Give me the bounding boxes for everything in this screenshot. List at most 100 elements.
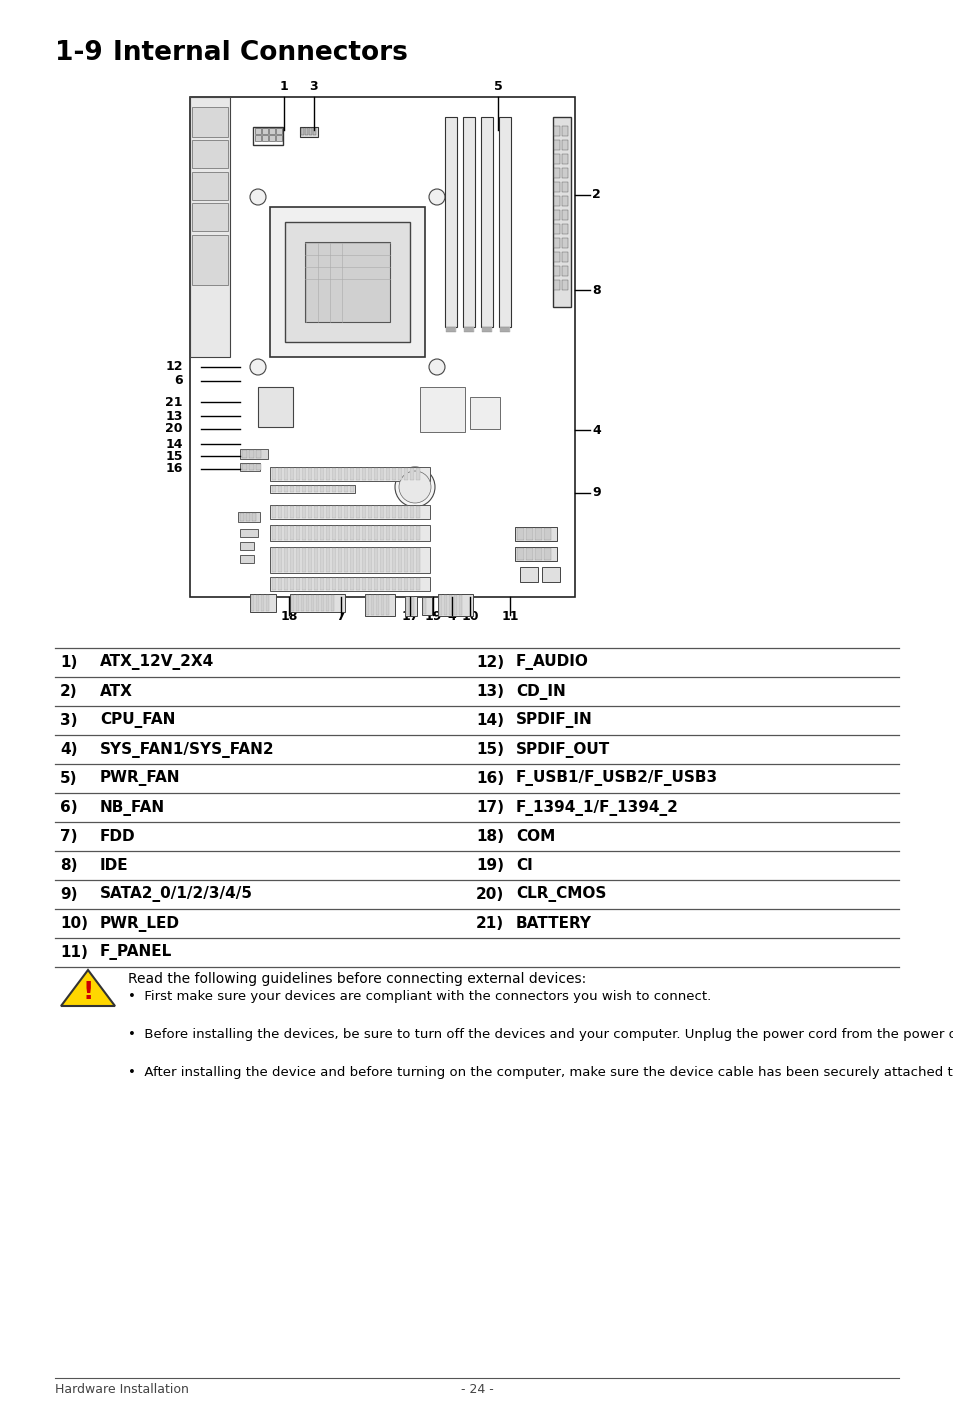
Bar bbox=[361, 579, 366, 590]
Bar bbox=[306, 596, 309, 611]
Bar bbox=[314, 547, 317, 571]
Bar bbox=[561, 167, 567, 179]
Bar bbox=[554, 126, 559, 136]
Bar bbox=[416, 547, 419, 571]
Bar bbox=[192, 172, 228, 200]
Bar bbox=[361, 468, 366, 481]
Bar bbox=[410, 579, 414, 590]
Text: 1: 1 bbox=[279, 79, 288, 94]
Bar bbox=[242, 450, 247, 458]
Text: •  Before installing the devices, be sure to turn off the devices and your compu: • Before installing the devices, be sure… bbox=[128, 1028, 953, 1041]
Text: 6): 6) bbox=[60, 800, 77, 815]
Bar bbox=[290, 506, 294, 518]
Bar bbox=[295, 547, 299, 571]
Text: 11): 11) bbox=[60, 944, 88, 960]
Bar bbox=[410, 506, 414, 518]
Text: 1-9: 1-9 bbox=[55, 40, 103, 67]
Text: ATX: ATX bbox=[100, 683, 132, 699]
Bar bbox=[192, 235, 228, 285]
Bar bbox=[308, 579, 312, 590]
Bar bbox=[561, 140, 567, 150]
Bar bbox=[326, 579, 330, 590]
Bar bbox=[299, 128, 317, 138]
Bar bbox=[308, 468, 312, 481]
Bar bbox=[290, 579, 294, 590]
Bar bbox=[308, 486, 312, 492]
Bar bbox=[379, 506, 384, 518]
Bar bbox=[290, 468, 294, 481]
Bar bbox=[561, 279, 567, 291]
Bar bbox=[379, 468, 384, 481]
Text: 17): 17) bbox=[476, 800, 503, 815]
Text: 4): 4) bbox=[60, 742, 77, 757]
Bar bbox=[454, 596, 456, 615]
Bar bbox=[410, 526, 414, 540]
Bar bbox=[403, 526, 408, 540]
Bar bbox=[561, 210, 567, 220]
Text: SATA2_0/1/2/3/4/5: SATA2_0/1/2/3/4/5 bbox=[100, 886, 253, 902]
Text: 2: 2 bbox=[592, 189, 600, 201]
Bar bbox=[290, 594, 345, 613]
Bar bbox=[368, 468, 372, 481]
Text: 12): 12) bbox=[476, 655, 503, 669]
Bar bbox=[344, 579, 348, 590]
Text: Internal Connectors: Internal Connectors bbox=[112, 40, 408, 67]
Bar bbox=[302, 526, 306, 540]
Bar bbox=[295, 486, 299, 492]
Bar bbox=[326, 486, 330, 492]
Text: 9: 9 bbox=[592, 486, 600, 499]
Text: CLR_CMOS: CLR_CMOS bbox=[516, 886, 606, 902]
Bar bbox=[422, 598, 426, 614]
Text: 12: 12 bbox=[165, 360, 183, 373]
Text: 13): 13) bbox=[476, 683, 503, 699]
Bar bbox=[192, 140, 228, 167]
Bar bbox=[262, 135, 268, 140]
Bar bbox=[561, 182, 567, 191]
Bar bbox=[319, 486, 324, 492]
Bar bbox=[255, 450, 261, 458]
Bar bbox=[374, 579, 377, 590]
Bar bbox=[561, 155, 567, 164]
Bar bbox=[561, 126, 567, 136]
Bar bbox=[319, 526, 324, 540]
Bar bbox=[416, 526, 419, 540]
Bar bbox=[561, 196, 567, 206]
Bar bbox=[416, 579, 419, 590]
Bar bbox=[458, 596, 461, 615]
Bar bbox=[561, 267, 567, 277]
Bar bbox=[443, 596, 447, 615]
Bar bbox=[255, 464, 261, 469]
Bar bbox=[368, 579, 372, 590]
Text: 16: 16 bbox=[166, 462, 183, 475]
Bar bbox=[320, 596, 324, 611]
Bar bbox=[480, 118, 493, 328]
Bar bbox=[438, 596, 441, 615]
Bar bbox=[261, 596, 264, 611]
Bar bbox=[240, 529, 257, 537]
Bar bbox=[277, 547, 282, 571]
Text: F_USB1/F_USB2/F_USB3: F_USB1/F_USB2/F_USB3 bbox=[516, 770, 718, 787]
Bar bbox=[332, 468, 335, 481]
Bar bbox=[301, 596, 304, 611]
Bar bbox=[392, 579, 395, 590]
Text: CPU_FAN: CPU_FAN bbox=[100, 712, 175, 729]
Text: SPDIF_IN: SPDIF_IN bbox=[516, 712, 592, 729]
Bar bbox=[326, 526, 330, 540]
Bar bbox=[277, 506, 282, 518]
Bar bbox=[554, 155, 559, 164]
Bar bbox=[397, 468, 401, 481]
Bar bbox=[379, 579, 384, 590]
Bar bbox=[308, 506, 312, 518]
Text: 10: 10 bbox=[460, 610, 478, 623]
Bar bbox=[337, 547, 341, 571]
Bar bbox=[240, 450, 268, 459]
Bar bbox=[386, 526, 390, 540]
Text: 21: 21 bbox=[165, 396, 183, 408]
Bar bbox=[305, 128, 308, 135]
Bar bbox=[295, 506, 299, 518]
Text: 1): 1) bbox=[60, 655, 77, 669]
Bar bbox=[337, 468, 341, 481]
Bar bbox=[374, 506, 377, 518]
Bar bbox=[416, 506, 419, 518]
Bar bbox=[290, 486, 294, 492]
